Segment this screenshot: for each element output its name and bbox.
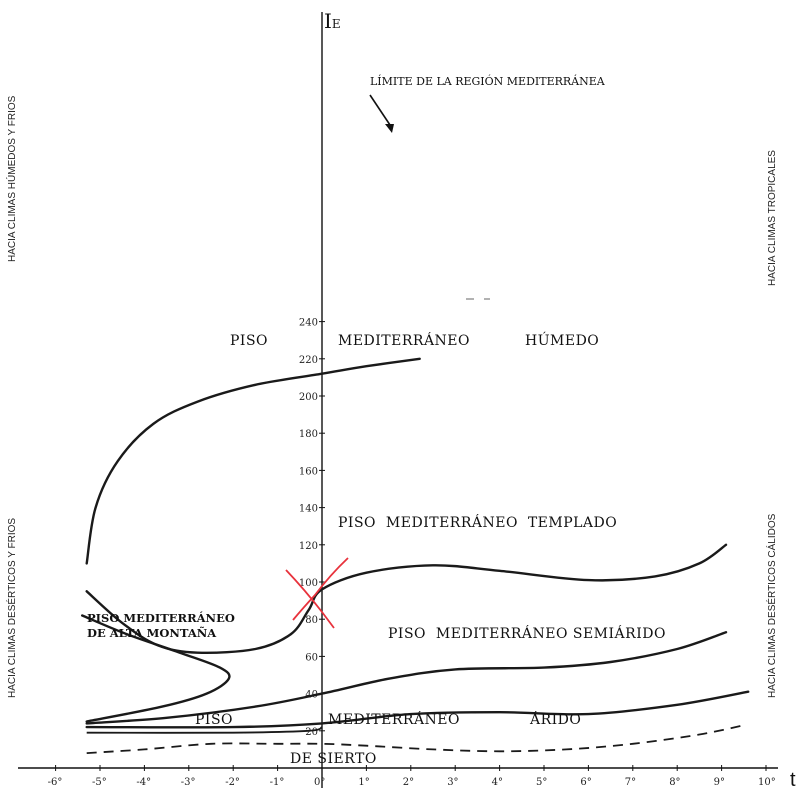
label-arido-mediterraneo: MEDITERRÁNEO (328, 710, 460, 728)
y-tick-label: 140 (299, 504, 318, 515)
x-tick-label: 5° (536, 777, 547, 788)
x-tick-label: 0° (314, 777, 325, 788)
y-axis-label: IE (324, 9, 341, 33)
y-tick-label: 200 (299, 392, 318, 403)
x-tick-label: -6° (48, 777, 63, 788)
x-tick-label: -4° (136, 777, 151, 788)
y-tick-label: 220 (299, 355, 318, 366)
y-tick-label: 20 (305, 727, 318, 738)
label-alta-montana-2: DE ALTA MONTAÑA (87, 626, 217, 640)
label-desierto: DE SIERTO (290, 751, 377, 767)
label-humedo-mediterraneo: MEDITERRÁNEO (338, 331, 470, 349)
label-humedo-humedo: HÚMEDO (525, 331, 599, 349)
y-tick-label: 80 (305, 615, 318, 626)
y-tick-label: 100 (299, 578, 318, 589)
label-arido-arido: ÁRIDO (529, 710, 581, 728)
limit-arrow-line (369, 94, 393, 129)
label-semiarido: PISO MEDITERRÁNEO SEMIÁRIDO (388, 624, 666, 642)
x-tick-label: -5° (92, 777, 107, 788)
y-tick-label: 160 (299, 466, 318, 477)
x-tick-label: 8° (669, 777, 680, 788)
label-humedo-piso: PISO (230, 333, 268, 349)
x-tick-label: 4° (492, 777, 503, 788)
side-label-left-top: HACIA CLIMAS HÚMEDOS Y FRIOS (5, 95, 18, 262)
limit-arrow-head (385, 124, 394, 133)
label-alta-montana-1: PISO MEDITERRÁNEO (87, 611, 235, 625)
x-tick-labels: -6° -5° -4° -3° -2° -1° 0° 1° 2° 3° 4° 5° 6° 7° 8° 9° 10… (48, 765, 776, 788)
side-label-left-bottom: HACIA CLIMAS DESÉRTICOS Y FRIOS (5, 518, 18, 698)
x-tick-label: -3° (181, 777, 196, 788)
boundary-curve-1 (85, 357, 421, 565)
x-tick-label: 7° (625, 777, 636, 788)
y-tick-label: 240 (299, 318, 318, 329)
y-tick-label: 180 (299, 429, 318, 440)
boundary-curve-6 (86, 726, 323, 734)
x-tick-label: -1° (270, 777, 285, 788)
boundary-curve-3 (81, 614, 231, 723)
y-tick-label: 120 (299, 541, 318, 552)
label-templado: PISO MEDITERRÁNEO TEMPLADO (338, 513, 617, 531)
x-tick-label: 3° (447, 777, 458, 788)
boundary-curve-7 (86, 724, 744, 754)
y-tick-label: 60 (305, 652, 318, 663)
side-label-right-bottom: HACIA CLIMAS DESÉRTICOS CÁLIDOS (765, 513, 778, 698)
x-tick-label: 2° (403, 777, 414, 788)
red-cross-mark (285, 557, 349, 629)
x-tick-label: -2° (225, 777, 240, 788)
boundary-curve-5 (85, 690, 750, 729)
x-axis-label: t (790, 769, 796, 791)
boundary-curve-4 (85, 631, 728, 725)
x-tick-label: 6° (580, 777, 591, 788)
x-tick-label: 10° (758, 777, 776, 788)
side-label-right-top: HACIA CLIMAS TROPICALES (767, 150, 778, 286)
label-arido-piso: PISO (195, 712, 233, 728)
x-tick-label: 9° (714, 777, 725, 788)
boundary-curves (81, 357, 750, 754)
x-tick-label: 1° (358, 777, 369, 788)
limit-label: LÍMITE DE LA REGIÓN MEDITERRÁNEA (370, 74, 606, 88)
